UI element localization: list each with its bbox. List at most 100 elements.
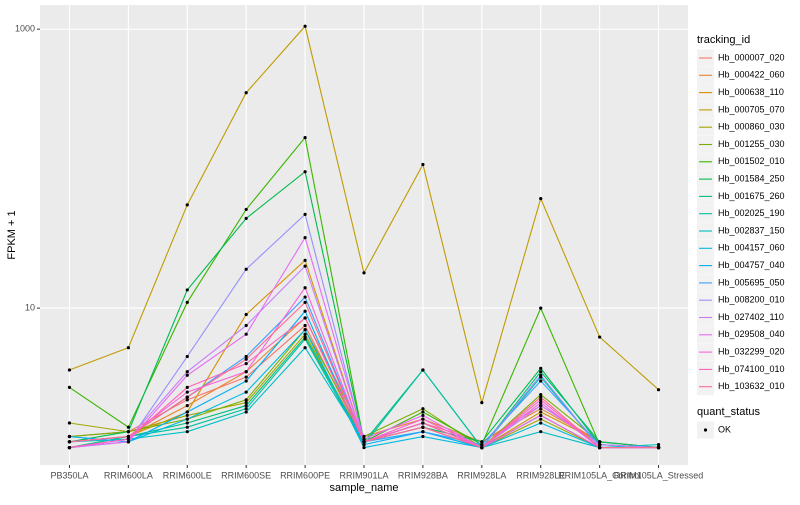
point (539, 395, 543, 399)
x-tick-label: RRIM928LA (457, 470, 506, 480)
point (421, 421, 425, 425)
point (303, 258, 307, 262)
point (303, 236, 307, 240)
point (656, 445, 661, 450)
point (244, 398, 248, 402)
point (598, 440, 602, 444)
point (185, 403, 189, 408)
point (244, 401, 248, 405)
legend-label: Hb_008200_010 (718, 295, 785, 305)
point (362, 440, 366, 444)
point (421, 430, 425, 434)
point (421, 425, 425, 429)
point (185, 370, 189, 374)
point (539, 373, 543, 377)
point (421, 434, 425, 439)
point (480, 443, 484, 447)
point (362, 434, 366, 439)
point (185, 430, 189, 434)
point (539, 306, 543, 310)
legend-label: Hb_000638_110 (718, 87, 784, 97)
point (244, 267, 248, 271)
point (539, 379, 543, 383)
point (303, 170, 307, 174)
point (539, 407, 543, 411)
y-tick-label: 10 (25, 302, 35, 312)
x-tick-label: RRIM600LA (104, 470, 153, 480)
point (303, 286, 307, 290)
point (303, 309, 307, 313)
point (185, 410, 189, 414)
legend-label: Hb_027402_110 (718, 312, 784, 322)
point (303, 24, 307, 28)
x-tick-label: RRIM901LA (339, 470, 388, 480)
legend-label: Hb_001502_010 (718, 156, 785, 166)
point (539, 366, 543, 370)
legend-label: Hb_002837_150 (718, 225, 785, 235)
point (244, 410, 248, 414)
x-tick-label: RRIM928BA (398, 470, 448, 480)
legend-label: OK (718, 424, 731, 434)
legend-label: Hb_005695_050 (718, 277, 785, 287)
point (539, 370, 543, 374)
point (67, 421, 72, 425)
point (539, 403, 543, 408)
point (656, 443, 661, 447)
point (67, 385, 72, 390)
point (539, 392, 543, 397)
legend-label: Hb_032299_020 (718, 346, 785, 356)
point (362, 445, 366, 450)
point (480, 440, 484, 444)
legend-label: Hb_001675_260 (718, 191, 785, 201)
legend-label: Hb_074100_010 (718, 364, 785, 374)
point (244, 216, 248, 220)
point (185, 413, 189, 418)
point (67, 368, 72, 372)
point (303, 135, 307, 140)
point (185, 385, 189, 390)
point (303, 295, 307, 299)
legend-label: Hb_000007_020 (718, 52, 785, 62)
point (303, 346, 307, 350)
point (67, 440, 72, 444)
legend-label: Hb_103632_010 (718, 381, 785, 391)
point (244, 357, 248, 361)
point (421, 413, 425, 418)
legend-label: Hb_004157_060 (718, 243, 785, 253)
point (67, 434, 72, 439)
point (303, 332, 307, 336)
x-tick-label: RRIM600LE (163, 470, 212, 480)
point (539, 196, 543, 201)
point (244, 312, 248, 317)
legend-label: Hb_002025_190 (718, 208, 785, 218)
point (185, 417, 189, 421)
legend-label: Hb_000422_060 (718, 70, 785, 80)
point (244, 323, 248, 328)
point (421, 417, 425, 421)
point (126, 425, 130, 429)
point (303, 323, 307, 328)
point (539, 421, 543, 425)
point (539, 401, 543, 405)
point (598, 445, 602, 450)
point (185, 354, 189, 359)
legend-label: Hb_001255_030 (718, 139, 785, 149)
point (362, 437, 366, 441)
point (421, 407, 425, 411)
point (126, 346, 130, 350)
point (244, 390, 248, 394)
point (67, 445, 72, 450)
x-tick-label: RRIM105LA_Control (558, 470, 641, 480)
shape-legend-title: quant_status (697, 406, 760, 418)
point (303, 300, 307, 304)
point (244, 403, 248, 408)
x-axis-title: sample_name (329, 482, 398, 494)
point (303, 316, 307, 320)
point (244, 207, 248, 212)
point (539, 430, 543, 434)
x-tick-label: PB350LA (50, 470, 88, 480)
point (185, 288, 189, 292)
point (480, 445, 484, 450)
x-tick-label: RRIM600PE (280, 470, 330, 480)
point (480, 401, 484, 405)
